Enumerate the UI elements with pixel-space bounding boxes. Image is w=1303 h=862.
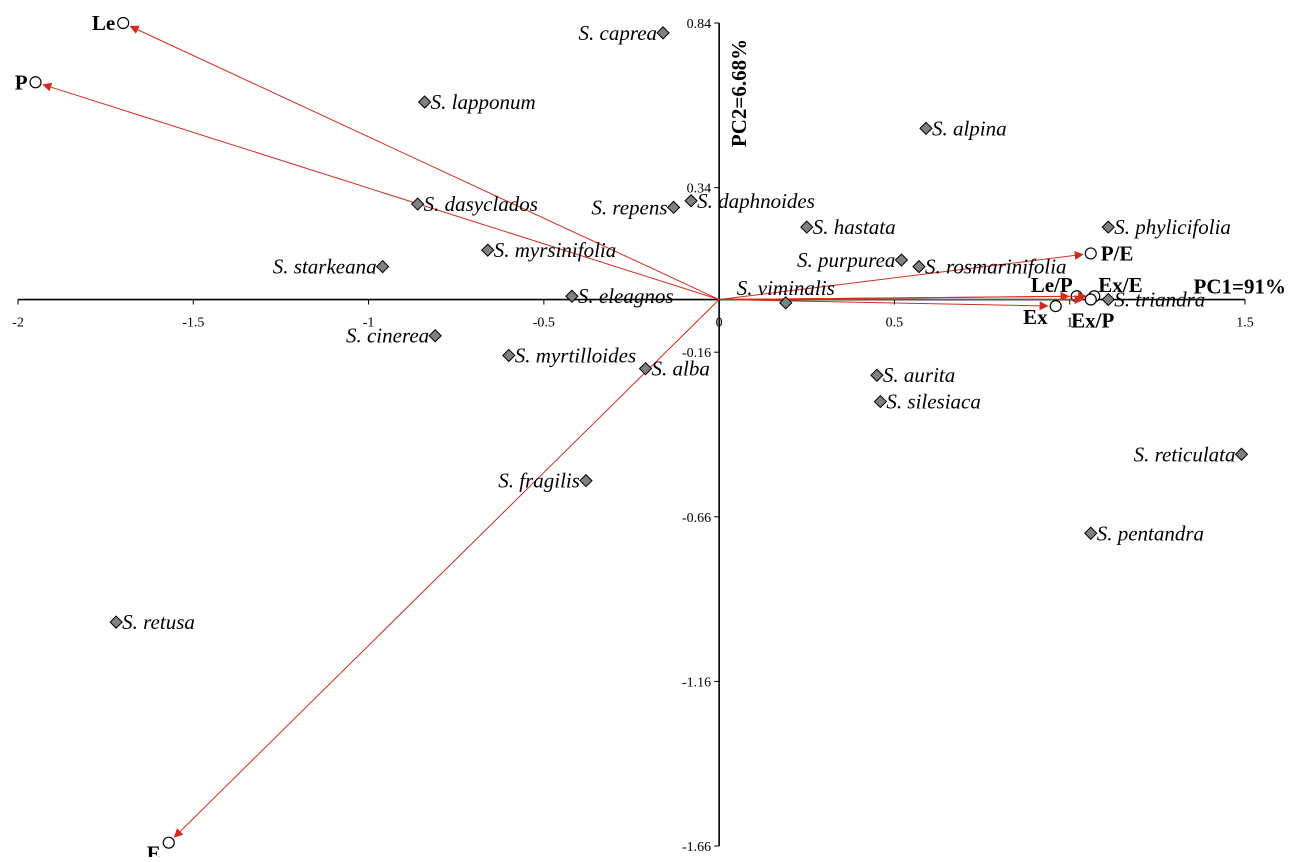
variable-marker-ex: [1049, 300, 1062, 313]
species-point-s-daphnoides: [684, 194, 698, 208]
species-point-s-silesiaca: [873, 394, 888, 409]
species-label-s-caprea: S. caprea: [579, 21, 658, 45]
species-label-s-reticulata: S. reticulata: [1134, 442, 1236, 466]
species-label-s-starkeana: S. starkeana: [273, 255, 377, 279]
species-points: [109, 26, 1249, 629]
species-point-s-retusa: [109, 615, 123, 629]
species-point-s-purpurea: [894, 253, 909, 267]
species-label-s-hastata: S. hastata: [813, 215, 896, 239]
species-label-s-purpurea: S. purpurea: [797, 248, 895, 272]
species-point-s-caprea: [656, 26, 670, 40]
species-point-s-repens: [666, 200, 681, 215]
vector-p-e: [719, 250, 1084, 301]
species-point-s-dasyclados: [410, 197, 425, 211]
y-tick-label: -0.16: [682, 346, 711, 361]
y-tick-label: -1.66: [682, 840, 711, 855]
species-label-s-lapponum: S. lapponum: [431, 90, 536, 114]
species-label-s-viminalis: S. viminalis: [737, 276, 835, 300]
x-tick-label: -1: [363, 316, 375, 331]
species-label-s-alba: S. alba: [652, 357, 710, 381]
species-label-s-triandra: S. triandra: [1114, 288, 1205, 312]
species-label-s-eleagnos: S. eleagnos: [578, 284, 674, 308]
variable-label-e: E: [147, 842, 161, 857]
variable-label-ex: Ex: [1023, 305, 1048, 329]
species-point-s-alpina: [919, 121, 933, 136]
y-axis-title: PC2=6.68%: [727, 39, 751, 147]
x-tick-label: -2: [12, 316, 24, 331]
species-point-s-viminalis: [779, 296, 793, 310]
labels: Le P P/E Le/P Ex/E Ex Ex/P E S. caprea S. lapponu…: [15, 11, 1236, 862]
y-tick-label: 0.34: [687, 182, 712, 197]
vector-ex: [719, 299, 1049, 311]
axes: -2 -1.5 -1 -0.5 0 0.5 1 1.5 0.84 0.34 -0.16 -0.66 -1…: [12, 17, 1286, 855]
y-tick-label: -0.66: [682, 511, 711, 526]
x-tick-label: -0.5: [533, 316, 555, 331]
variable-label-le: Le: [92, 11, 115, 35]
species-label-s-alpina: S. alpina: [932, 116, 1007, 140]
x-axis-title: PC1=91%: [1194, 275, 1286, 299]
variable-label-ex-e: Ex/E: [1098, 273, 1142, 297]
variable-label-le-p: Le/P: [1031, 273, 1073, 297]
species-label-s-pentandra: S. pentandra: [1097, 521, 1204, 545]
loading-vectors: [29, 16, 1101, 849]
vector-le: [129, 25, 720, 300]
species-point-s-eleagnos: [565, 289, 579, 303]
species-label-s-aurita: S. aurita: [883, 363, 955, 387]
species-point-s-fragilis: [579, 473, 593, 488]
species-point-s-aurita: [870, 368, 884, 382]
species-label-s-fragilis: S. fragilis: [498, 469, 580, 493]
y-tick-label: -1.16: [682, 675, 711, 690]
variable-label-p-e: P/E: [1101, 241, 1134, 265]
species-label-s-daphnoides: S. daphnoides: [697, 189, 815, 213]
x-tick-label: 1: [1066, 316, 1073, 331]
variable-label-p: P: [15, 70, 28, 94]
species-label-s-rosmarinifolia: S. rosmarinifolia: [925, 255, 1067, 279]
variable-label-ex-p: Ex/P: [1071, 309, 1114, 333]
species-point-s-hastata: [800, 220, 814, 234]
vector-ex-e: [719, 291, 1088, 301]
x-tick-label: 0: [716, 316, 723, 331]
vector-p: [42, 82, 720, 301]
species-point-s-pentandra: [1084, 526, 1098, 540]
species-label-s-dasyclados: S. dasyclados: [424, 192, 538, 216]
species-point-s-phylicifolia: [1101, 220, 1115, 234]
species-point-s-lapponum: [417, 95, 432, 109]
x-tick-label: 0.5: [886, 316, 904, 331]
species-label-s-repens: S. repens: [591, 195, 667, 219]
species-label-s-retusa: S. retusa: [122, 610, 195, 634]
x-tick-label: -1.5: [182, 316, 204, 331]
species-point-s-alba: [638, 361, 653, 376]
species-point-s-myrsinifolia: [481, 243, 495, 257]
species-point-s-myrtilloides: [502, 348, 516, 363]
species-point-s-cinerea: [428, 329, 442, 343]
variable-marker-le: [117, 16, 130, 30]
species-point-s-rosmarinifolia: [912, 259, 926, 274]
x-tick-label: 1.5: [1236, 316, 1254, 331]
species-label-s-silesiaca: S. silesiaca: [886, 390, 981, 414]
variable-marker-p: [29, 76, 42, 89]
species-label-s-cinerea: S. cinerea: [346, 324, 429, 348]
species-label-s-myrsinifolia: S. myrsinifolia: [494, 238, 617, 262]
species-point-s-starkeana: [375, 259, 390, 274]
species-point-s-triandra: [1101, 292, 1115, 307]
species-label-s-phylicifolia: S. phylicifolia: [1114, 215, 1231, 239]
variable-marker-e: [162, 836, 175, 849]
species-point-s-reticulata: [1234, 447, 1249, 461]
y-tick-label: 0.84: [687, 17, 712, 32]
variable-marker-ex-p: [1084, 293, 1097, 306]
species-label-s-myrtilloides: S. myrtilloides: [515, 343, 636, 367]
variable-marker-p-e: [1084, 247, 1097, 260]
vector-e: [173, 299, 720, 838]
